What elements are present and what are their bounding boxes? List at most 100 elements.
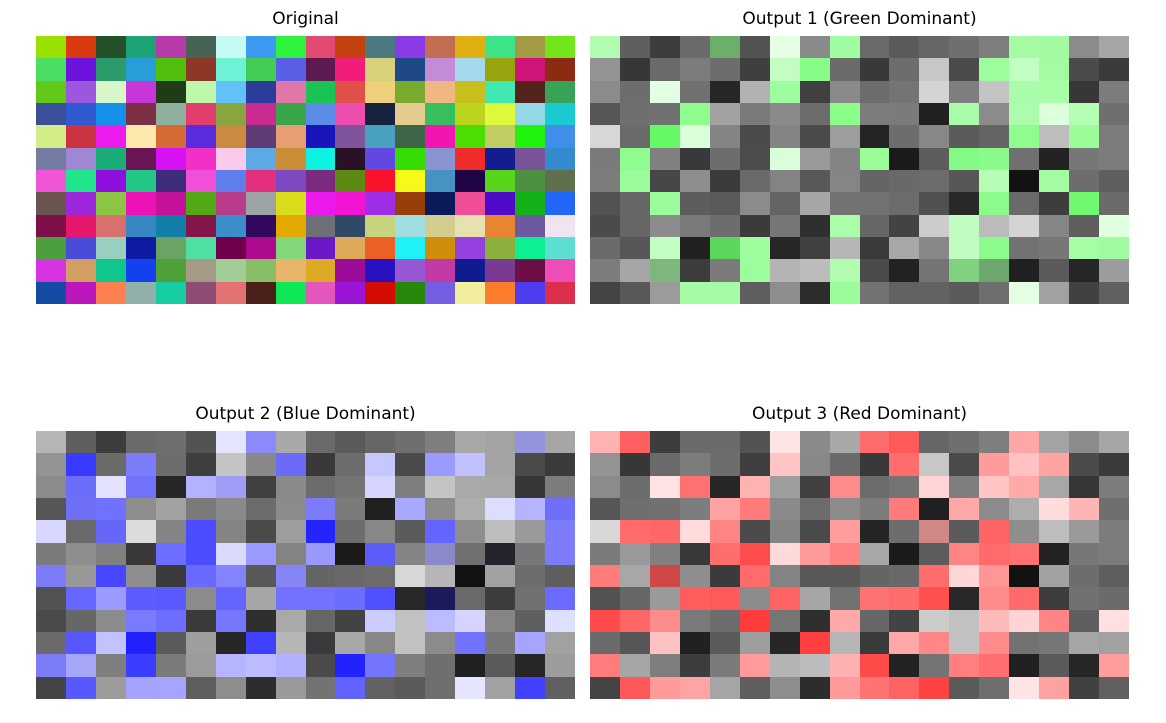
grid-cell — [769, 58, 800, 81]
grid-cell — [679, 676, 710, 699]
grid-cell — [1099, 565, 1129, 588]
grid-cell — [455, 565, 486, 588]
grid-cell — [949, 281, 980, 304]
grid-cell — [709, 609, 740, 632]
grid-cell — [36, 587, 66, 610]
grid-cell — [919, 103, 950, 126]
grid-cell — [515, 453, 546, 476]
grid-cell — [365, 520, 396, 543]
grid-cell — [365, 103, 396, 126]
grid-cell — [545, 475, 575, 498]
color-grid — [36, 36, 575, 304]
grid-cell — [829, 587, 860, 610]
grid-cell — [365, 676, 396, 699]
grid-cell — [649, 542, 680, 565]
grid-cell — [305, 147, 336, 170]
grid-cell — [590, 36, 620, 59]
color-grid — [590, 36, 1129, 304]
grid-cell — [1009, 259, 1040, 282]
grid-cell — [889, 147, 920, 170]
grid-cell — [949, 453, 980, 476]
grid-cell — [949, 80, 980, 103]
grid-cell — [859, 259, 890, 282]
grid-cell — [335, 654, 366, 677]
grid-cell — [185, 58, 216, 81]
grid-cell — [395, 237, 426, 260]
grid-cell — [365, 237, 396, 260]
grid-cell — [275, 281, 306, 304]
grid-cell — [799, 654, 830, 677]
grid-cell — [455, 147, 486, 170]
grid-cell — [395, 475, 426, 498]
grid-cell — [979, 147, 1010, 170]
grid-cell — [619, 453, 650, 476]
grid-cell — [155, 58, 186, 81]
grid-cell — [545, 542, 575, 565]
grid-cell — [1009, 214, 1040, 237]
grid-cell — [889, 520, 920, 543]
grid-cell — [455, 475, 486, 498]
grid-cell — [889, 654, 920, 677]
grid-cell — [619, 281, 650, 304]
grid-cell — [709, 192, 740, 215]
grid-cell — [545, 237, 575, 260]
grid-cell — [245, 103, 276, 126]
grid-cell — [1009, 170, 1040, 193]
grid-cell — [949, 565, 980, 588]
grid-cell — [979, 259, 1010, 282]
grid-cell — [769, 147, 800, 170]
grid-cell — [829, 80, 860, 103]
grid-cell — [455, 654, 486, 677]
grid-cell — [1069, 632, 1100, 655]
grid-cell — [919, 587, 950, 610]
grid-cell — [590, 125, 620, 148]
grid-cell — [545, 36, 575, 59]
grid-cell — [649, 453, 680, 476]
grid-cell — [125, 632, 156, 655]
grid-cell — [305, 237, 336, 260]
grid-cell — [949, 498, 980, 521]
grid-cell — [215, 214, 246, 237]
grid-cell — [949, 475, 980, 498]
grid-cell — [619, 565, 650, 588]
grid-cell — [619, 587, 650, 610]
grid-cell — [1039, 80, 1070, 103]
grid-cell — [619, 632, 650, 655]
grid-cell — [1009, 147, 1040, 170]
grid-cell — [769, 565, 800, 588]
grid-cell — [769, 237, 800, 260]
grid-cell — [829, 542, 860, 565]
grid-cell — [709, 632, 740, 655]
grid-cell — [335, 147, 366, 170]
grid-cell — [515, 609, 546, 632]
grid-cell — [485, 103, 516, 126]
grid-cell — [395, 80, 426, 103]
grid-cell — [215, 542, 246, 565]
grid-cell — [919, 170, 950, 193]
grid-cell — [590, 632, 620, 655]
grid-cell — [335, 237, 366, 260]
grid-cell — [590, 259, 620, 282]
grid-cell — [619, 654, 650, 677]
grid-cell — [679, 147, 710, 170]
grid-cell — [859, 237, 890, 260]
grid-cell — [185, 36, 216, 59]
grid-cell — [155, 453, 186, 476]
grid-cell — [275, 609, 306, 632]
grid-cell — [619, 498, 650, 521]
grid-cell — [425, 542, 456, 565]
grid-cell — [919, 259, 950, 282]
grid-cell — [590, 58, 620, 81]
grid-cell — [739, 632, 770, 655]
grid-cell — [95, 498, 126, 521]
grid-cell — [245, 431, 276, 454]
grid-cell — [425, 237, 456, 260]
grid-cell — [485, 453, 516, 476]
grid-cell — [245, 147, 276, 170]
grid-cell — [305, 259, 336, 282]
grid-cell — [155, 431, 186, 454]
grid-cell — [859, 542, 890, 565]
grid-cell — [919, 632, 950, 655]
grid-cell — [829, 58, 860, 81]
grid-cell — [125, 431, 156, 454]
